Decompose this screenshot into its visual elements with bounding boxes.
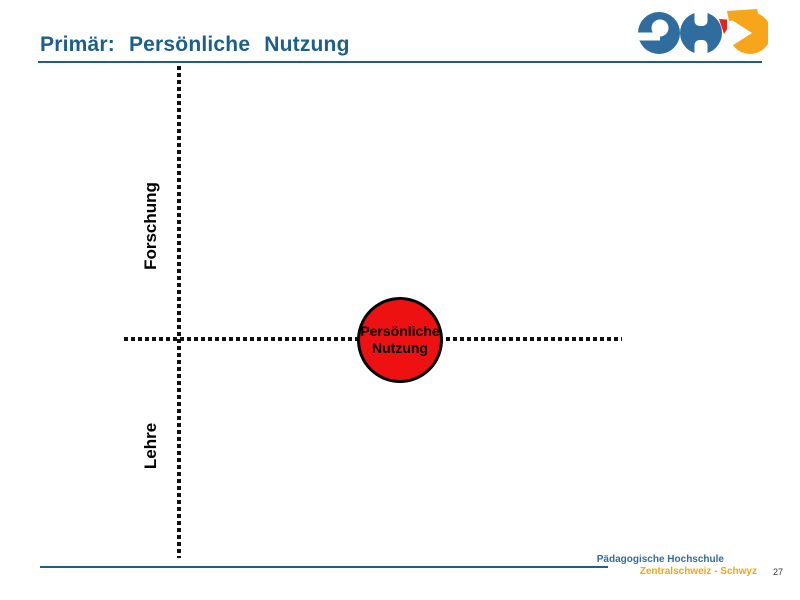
footer-region: Zentralschweiz - Schwyz (639, 566, 757, 577)
axis-label-forschung: Forschung (141, 182, 160, 270)
footer-divider (40, 566, 608, 568)
page-number: 27 (773, 567, 784, 577)
page-title: Primär: Persönliche Nutzung (40, 33, 350, 56)
bubble-label-line2: Nutzung (372, 340, 428, 356)
logo-letter-p (636, 12, 680, 54)
persoenliche-nutzung-bubble: Persönliche Nutzung (357, 297, 443, 383)
axis-label-lehre: Lehre (141, 422, 160, 470)
title-divider (38, 61, 762, 63)
footer-institution: Pädagogische Hochschule (596, 554, 724, 565)
phz-logo-icon (636, 6, 768, 58)
vertical-axis-dotted-line (177, 66, 181, 558)
logo-letter-z (727, 9, 768, 54)
logo-letter-h (680, 6, 722, 58)
bubble-label-line1: Persönliche (360, 323, 440, 340)
